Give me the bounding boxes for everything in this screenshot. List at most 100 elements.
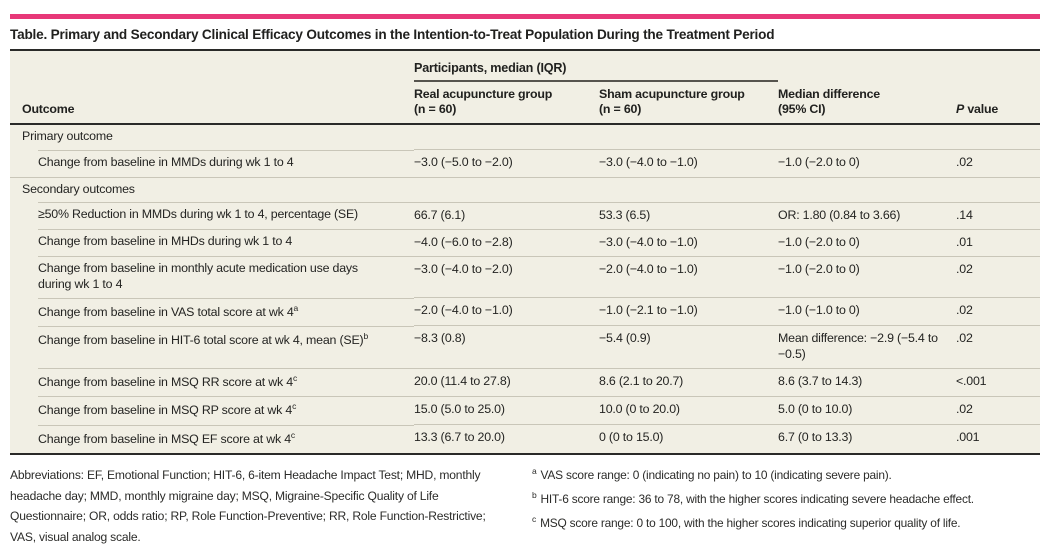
- outcome-text: ≥50% Reduction in MMDs during wk 1 to 4,…: [38, 207, 358, 222]
- spanner-spacer: [10, 51, 414, 81]
- median-difference-value: Mean difference: −2.9 (−5.4 to −0.5): [778, 325, 957, 369]
- column-header-median-difference: Median difference (95% CI): [778, 81, 957, 126]
- p-value: .02: [956, 149, 1041, 177]
- real-group-value: −8.3 (0.8): [414, 325, 599, 369]
- sham-group-value: 10.0 (0 to 20.0): [599, 395, 779, 425]
- section-row: Primary outcome: [10, 124, 1040, 150]
- outcome-text: Change from baseline in MMDs during wk 1…: [38, 154, 294, 169]
- outcome-label: Change from baseline in VAS total score …: [10, 297, 414, 326]
- p-value: <.001: [956, 367, 1041, 397]
- median-difference-value: OR: 1.80 (0.84 to 3.66): [778, 201, 957, 230]
- outcome-text: Change from baseline in MHDs during wk 1…: [38, 234, 293, 249]
- outcome-label: Change from baseline in HIT-6 total scor…: [10, 325, 414, 368]
- spanner-cell: Participants, median (IQR): [414, 51, 779, 82]
- median-difference-value: 5.0 (0 to 10.0): [778, 395, 957, 425]
- outcome-label: Change from baseline in MSQ EF score at …: [10, 424, 414, 453]
- table-row: Change from baseline in MSQ RR score at …: [10, 367, 1041, 397]
- accent-bar: [10, 14, 1040, 19]
- outcome-label: Change from baseline in MHDs during wk 1…: [10, 229, 414, 256]
- real-group-value: 20.0 (11.4 to 27.8): [414, 367, 599, 397]
- median-difference-value: 8.6 (3.7 to 14.3): [778, 367, 957, 397]
- real-group-value: −3.0 (−5.0 to −2.0): [414, 149, 599, 177]
- outcome-text: Change from baseline in MSQ EF score at …: [38, 431, 291, 446]
- sham-group-value: 53.3 (6.5): [599, 201, 779, 230]
- spanner-heading: Participants, median (IQR): [414, 61, 567, 75]
- sham-group-value: −1.0 (−2.1 to −1.0): [599, 297, 779, 326]
- footnote-marker: b: [363, 330, 369, 341]
- outcome-text: Change from baseline in MSQ RR score at …: [38, 375, 293, 390]
- section-label: Secondary outcomes: [10, 176, 1041, 203]
- table-row: Change from baseline in monthly acute me…: [10, 255, 1041, 298]
- table-row: Change from baseline in VAS total score …: [10, 297, 1041, 326]
- outcome-text: Change from baseline in VAS total score …: [38, 304, 294, 319]
- table-row: Change from baseline in HIT-6 total scor…: [10, 325, 1041, 369]
- outcome-label: Change from baseline in MSQ RR score at …: [10, 368, 414, 396]
- header-line: (95% CI): [778, 101, 826, 116]
- p-value: .02: [956, 325, 1041, 369]
- p-italic: P: [956, 101, 965, 116]
- outcomes-table: Participants, median (IQR) Outcome Real …: [10, 51, 1041, 453]
- real-group-value: −4.0 (−6.0 to −2.8): [414, 228, 599, 257]
- column-header-real-group: Real acupuncture group (n = 60): [414, 81, 599, 126]
- spanner-row: Participants, median (IQR): [10, 51, 1040, 82]
- header-line: (n = 60): [414, 101, 457, 116]
- p-value: .14: [956, 201, 1041, 230]
- real-group-value: −3.0 (−4.0 to −2.0): [414, 255, 599, 298]
- p-value: .02: [956, 395, 1041, 425]
- outcome-text: Change from baseline in MSQ RP score at …: [38, 403, 293, 418]
- footnote-text: VAS score range: 0 (indicating no pain) …: [540, 467, 892, 482]
- footnote-marker: a: [532, 465, 537, 476]
- footnote-item: b HIT-6 score range: 36 to 78, with the h…: [532, 490, 1040, 507]
- real-group-value: 13.3 (6.7 to 20.0): [414, 424, 599, 453]
- footnote-marker: a: [293, 302, 299, 313]
- table-row: Change from baseline in MSQ RP score at …: [10, 395, 1041, 425]
- sham-group-value: −3.0 (−4.0 to −1.0): [599, 228, 779, 257]
- p-value: .02: [956, 297, 1041, 326]
- section-label: Primary outcome: [22, 129, 113, 144]
- p-value: .001: [956, 424, 1041, 453]
- footnote-marker: c: [292, 373, 298, 384]
- sham-group-value: −2.0 (−4.0 to −1.0): [599, 255, 779, 298]
- table-title: Table. Primary and Secondary Clinical Ef…: [10, 25, 1040, 51]
- sham-group-value: 0 (0 to 15.0): [599, 424, 779, 453]
- sham-group-value: 8.6 (2.1 to 20.7): [599, 367, 779, 397]
- footnote-marker: c: [532, 513, 537, 524]
- real-group-value: −2.0 (−4.0 to −1.0): [414, 297, 599, 326]
- header-line: Real acupuncture group: [414, 87, 553, 101]
- footnote-list: a VAS score range: 0 (indicating no pain)…: [532, 465, 1040, 548]
- spanner-spacer: [956, 51, 1040, 81]
- header-line: Median difference: [778, 87, 880, 101]
- outcome-label: Change from baseline in MSQ RP score at …: [10, 396, 414, 424]
- footnote-marker: b: [532, 489, 537, 500]
- footnote-text: HIT-6 score range: 36 to 78, with the hi…: [540, 491, 975, 506]
- p-value: .01: [956, 228, 1041, 257]
- footnote-item: a VAS score range: 0 (indicating no pain)…: [532, 466, 1040, 483]
- table-header: Participants, median (IQR) Outcome Real …: [10, 51, 1041, 126]
- column-header-outcome: Outcome: [10, 81, 414, 126]
- footnote-text: MSQ score range: 0 to 100, with the high…: [540, 515, 961, 530]
- outcome-label: ≥50% Reduction in MMDs during wk 1 to 4,…: [10, 202, 414, 229]
- clinical-outcomes-table: Participants, median (IQR) Outcome Real …: [10, 51, 1041, 455]
- outcome-text: Change from baseline in HIT-6 total scor…: [38, 333, 364, 347]
- table-row: ≥50% Reduction in MMDs during wk 1 to 4,…: [10, 201, 1041, 230]
- outcome-text: Change from baseline in monthly acute me…: [38, 261, 358, 291]
- median-difference-value: −1.0 (−2.0 to 0): [778, 228, 957, 257]
- table-row: Change from baseline in MHDs during wk 1…: [10, 228, 1041, 257]
- outcome-label: Change from baseline in MMDs during wk 1…: [10, 149, 414, 177]
- sham-group-value: −5.4 (0.9): [599, 325, 779, 369]
- median-difference-value: −1.0 (−1.0 to 0): [778, 297, 957, 326]
- footnote-marker: c: [290, 429, 296, 440]
- column-header-row: Outcome Real acupuncture group (n = 60) …: [10, 81, 1041, 126]
- table-body: Primary outcome Change from baseline in …: [10, 124, 1041, 453]
- median-difference-value: −1.0 (−2.0 to 0): [778, 255, 957, 298]
- footnotes: Abbreviations: EF, Emotional Function; H…: [10, 455, 1040, 548]
- median-difference-value: −1.0 (−2.0 to 0): [778, 149, 957, 177]
- spanner-spacer: [778, 51, 956, 81]
- header-line: Sham acupuncture group: [599, 87, 745, 101]
- section-row: Secondary outcomes: [10, 176, 1041, 203]
- median-difference-value: 6.7 (0 to 13.3): [778, 424, 957, 453]
- column-header-sham-group: Sham acupuncture group (n = 60): [599, 81, 779, 126]
- p-rest: value: [964, 101, 999, 116]
- sham-group-value: −3.0 (−4.0 to −1.0): [599, 149, 779, 177]
